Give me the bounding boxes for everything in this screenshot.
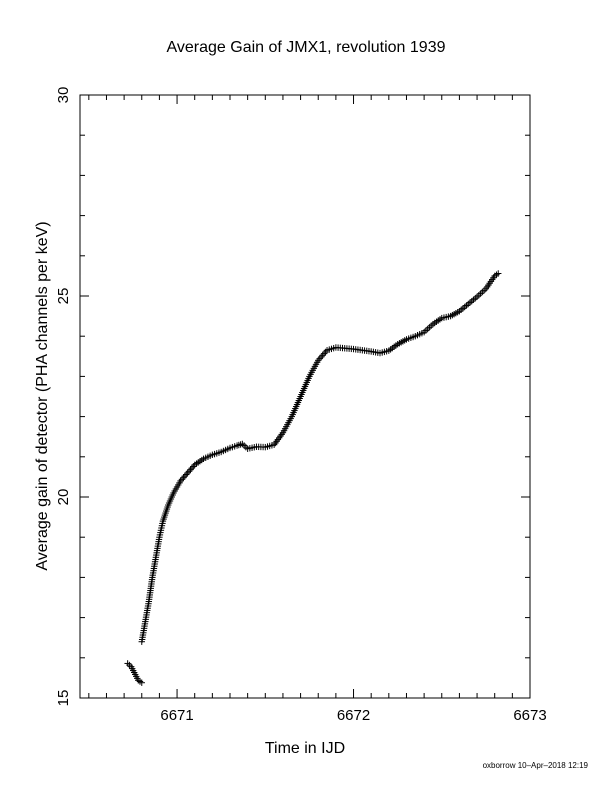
y-tick-label: 25 (55, 288, 72, 305)
data-point (178, 476, 186, 483)
y-axis-label: Average gain of detector (PHA channels p… (34, 221, 51, 570)
data-point (320, 350, 328, 357)
data-point (317, 353, 325, 361)
x-axis-ticks (88, 95, 531, 698)
y-tick-label: 20 (55, 489, 72, 506)
footer-stamp: oxborrow 10–Apr–2018 12:19 (483, 761, 589, 770)
plot-frame (79, 94, 531, 699)
x-axis-label: Time in IJD (265, 740, 345, 757)
data-point (180, 474, 187, 481)
x-tick-label: 6671 (160, 707, 193, 724)
y-axis-tick-labels: 15 20 25 30 (55, 87, 72, 707)
y-tick-label: 15 (55, 690, 72, 707)
y-tick-label: 30 (55, 87, 72, 104)
x-axis-tick-labels: 6671 6672 6673 (160, 707, 546, 724)
x-tick-label: 6673 (513, 707, 546, 724)
data-point (187, 466, 194, 473)
y-axis-ticks (80, 94, 530, 699)
data-series (124, 270, 502, 686)
data-point (495, 270, 502, 277)
data-point (181, 472, 189, 480)
data-point (183, 471, 190, 478)
x-tick-label: 6672 (337, 707, 370, 724)
data-point (185, 468, 193, 475)
data-point (138, 679, 145, 686)
data-point (319, 352, 326, 359)
data-point (188, 464, 196, 472)
data-point (177, 477, 184, 485)
chart-title: Average Gain of JMX1, revolution 1939 (167, 39, 446, 56)
data-point (190, 463, 197, 470)
data-point (184, 469, 191, 477)
